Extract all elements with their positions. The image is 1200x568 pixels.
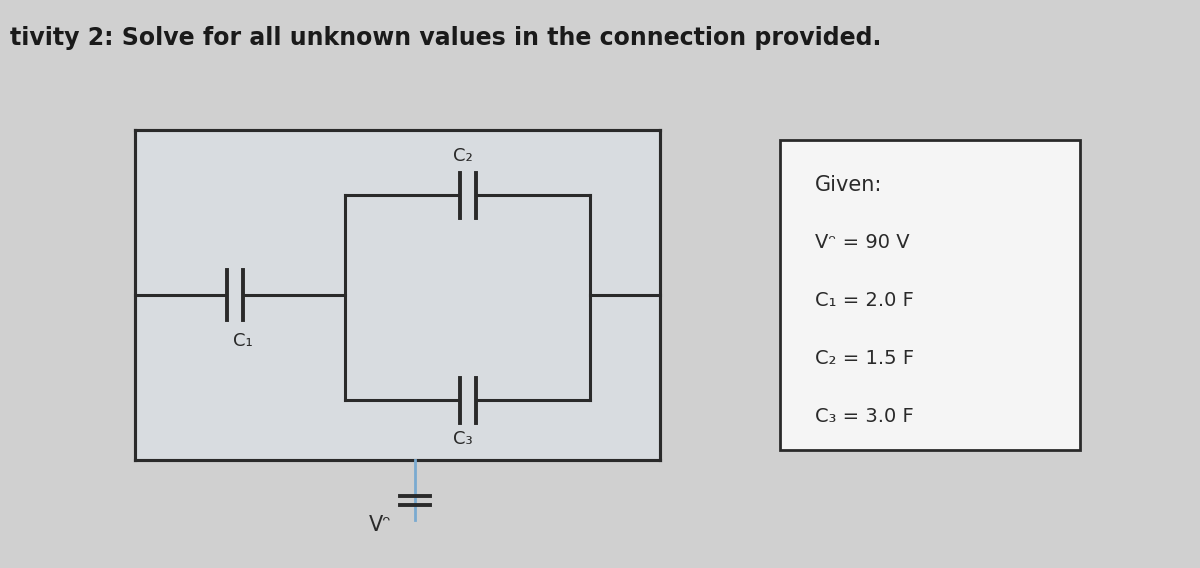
Text: C₁ = 2.0 F: C₁ = 2.0 F bbox=[815, 291, 914, 310]
Text: tivity 2: Solve for all unknown values in the connection provided.: tivity 2: Solve for all unknown values i… bbox=[10, 26, 881, 50]
Text: C₁: C₁ bbox=[233, 332, 253, 350]
Bar bbox=[780, 140, 1080, 450]
Text: C₂: C₂ bbox=[452, 147, 473, 165]
Text: Given:: Given: bbox=[815, 175, 882, 195]
Text: C₃: C₃ bbox=[452, 431, 473, 449]
Text: Vᵔ: Vᵔ bbox=[368, 515, 391, 535]
Text: C₂ = 1.5 F: C₂ = 1.5 F bbox=[815, 349, 914, 368]
Bar bbox=[134, 130, 660, 460]
Text: Vᵔ = 90 V: Vᵔ = 90 V bbox=[815, 233, 910, 252]
Text: C₃ = 3.0 F: C₃ = 3.0 F bbox=[815, 407, 913, 426]
